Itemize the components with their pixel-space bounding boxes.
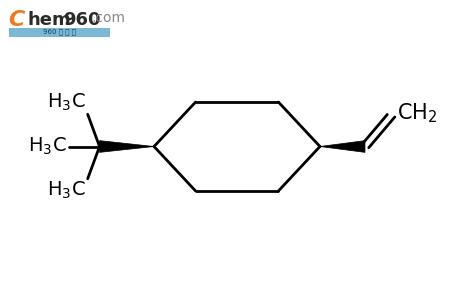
Polygon shape [320, 141, 365, 152]
Text: H$_3$C: H$_3$C [27, 136, 66, 157]
FancyBboxPatch shape [9, 28, 110, 37]
Text: CH$_2$: CH$_2$ [397, 102, 437, 125]
Polygon shape [100, 141, 154, 152]
Text: 960: 960 [63, 11, 100, 29]
Text: 960 化 工 网: 960 化 工 网 [43, 28, 76, 35]
Text: .com: .com [91, 11, 125, 25]
Text: hem: hem [27, 11, 71, 29]
Text: H$_3$C: H$_3$C [46, 91, 85, 113]
Text: C: C [9, 10, 25, 30]
Text: H$_3$C: H$_3$C [46, 180, 85, 202]
